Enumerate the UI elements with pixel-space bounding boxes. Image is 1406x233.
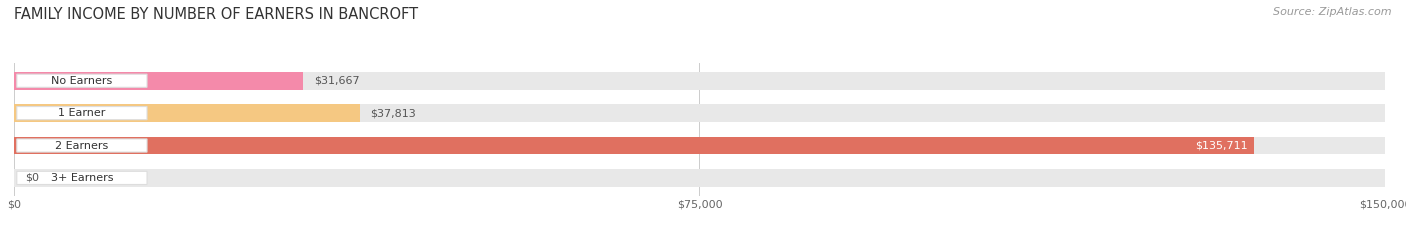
Bar — [14, 137, 1254, 154]
Text: 3+ Earners: 3+ Earners — [51, 173, 112, 183]
Text: $31,667: $31,667 — [315, 76, 360, 86]
Text: No Earners: No Earners — [51, 76, 112, 86]
Text: $135,711: $135,711 — [1195, 140, 1247, 151]
Bar — [14, 137, 1385, 154]
FancyBboxPatch shape — [17, 74, 148, 87]
Text: 1 Earner: 1 Earner — [58, 108, 105, 118]
FancyBboxPatch shape — [17, 171, 148, 185]
Text: 2 Earners: 2 Earners — [55, 140, 108, 151]
Bar — [14, 72, 304, 90]
Bar — [14, 104, 1385, 122]
FancyBboxPatch shape — [17, 106, 148, 120]
Text: $0: $0 — [25, 173, 39, 183]
Text: $37,813: $37,813 — [371, 108, 416, 118]
Bar — [14, 169, 1385, 187]
FancyBboxPatch shape — [17, 139, 148, 152]
Bar — [14, 72, 1385, 90]
Text: FAMILY INCOME BY NUMBER OF EARNERS IN BANCROFT: FAMILY INCOME BY NUMBER OF EARNERS IN BA… — [14, 7, 418, 22]
Bar — [14, 104, 360, 122]
Text: Source: ZipAtlas.com: Source: ZipAtlas.com — [1274, 7, 1392, 17]
